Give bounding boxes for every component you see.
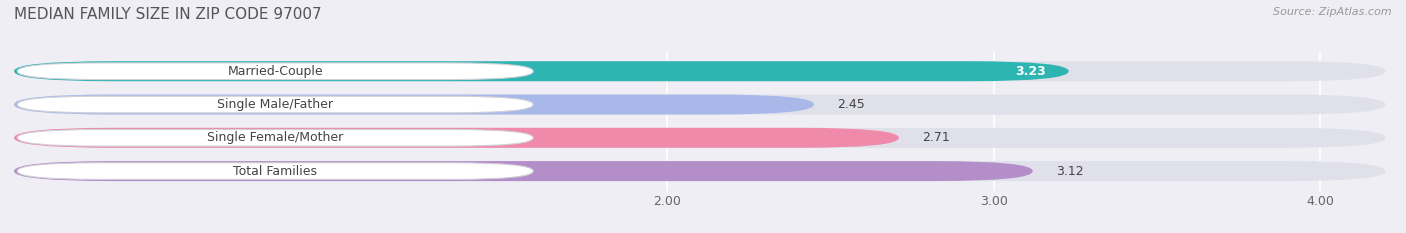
FancyBboxPatch shape [14, 128, 1385, 148]
Text: 3.23: 3.23 [1015, 65, 1046, 78]
Text: Single Female/Mother: Single Female/Mother [207, 131, 343, 144]
FancyBboxPatch shape [14, 161, 1385, 181]
Text: Source: ZipAtlas.com: Source: ZipAtlas.com [1274, 7, 1392, 17]
Text: 2.45: 2.45 [837, 98, 865, 111]
Text: Married-Couple: Married-Couple [228, 65, 323, 78]
FancyBboxPatch shape [14, 95, 1385, 114]
Text: MEDIAN FAMILY SIZE IN ZIP CODE 97007: MEDIAN FAMILY SIZE IN ZIP CODE 97007 [14, 7, 322, 22]
Text: 3.12: 3.12 [1056, 164, 1083, 178]
Text: 2.71: 2.71 [922, 131, 949, 144]
FancyBboxPatch shape [14, 61, 1385, 81]
FancyBboxPatch shape [17, 130, 533, 146]
FancyBboxPatch shape [14, 161, 1033, 181]
FancyBboxPatch shape [14, 95, 814, 114]
FancyBboxPatch shape [17, 63, 533, 79]
FancyBboxPatch shape [17, 163, 533, 179]
FancyBboxPatch shape [14, 128, 898, 148]
FancyBboxPatch shape [17, 96, 533, 113]
Text: Single Male/Father: Single Male/Father [218, 98, 333, 111]
FancyBboxPatch shape [14, 61, 1069, 81]
Text: Total Families: Total Families [233, 164, 318, 178]
